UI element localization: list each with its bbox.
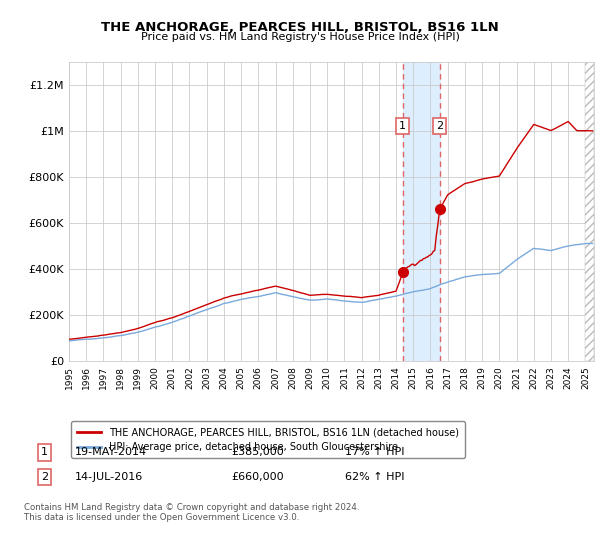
Text: 2: 2 [436, 121, 443, 131]
Text: 2: 2 [41, 472, 48, 482]
Text: £385,000: £385,000 [231, 447, 284, 458]
Bar [403, 62, 440, 361]
Text: Price paid vs. HM Land Registry's House Price Index (HPI): Price paid vs. HM Land Registry's House … [140, 32, 460, 43]
Text: 62% ↑ HPI: 62% ↑ HPI [345, 472, 404, 482]
Text: 19-MAY-2014: 19-MAY-2014 [75, 447, 147, 458]
Text: 17% ↑ HPI: 17% ↑ HPI [345, 447, 404, 458]
Text: 1: 1 [399, 121, 406, 131]
Text: 14-JUL-2016: 14-JUL-2016 [75, 472, 143, 482]
Legend: THE ANCHORAGE, PEARCES HILL, BRISTOL, BS16 1LN (detached house), HPI: Average pr: THE ANCHORAGE, PEARCES HILL, BRISTOL, BS… [71, 422, 465, 458]
Text: THE ANCHORAGE, PEARCES HILL, BRISTOL, BS16 1LN: THE ANCHORAGE, PEARCES HILL, BRISTOL, BS… [101, 21, 499, 34]
Text: £660,000: £660,000 [231, 472, 284, 482]
Text: Contains HM Land Registry data © Crown copyright and database right 2024.
This d: Contains HM Land Registry data © Crown c… [24, 503, 359, 522]
Text: 1: 1 [41, 447, 48, 458]
